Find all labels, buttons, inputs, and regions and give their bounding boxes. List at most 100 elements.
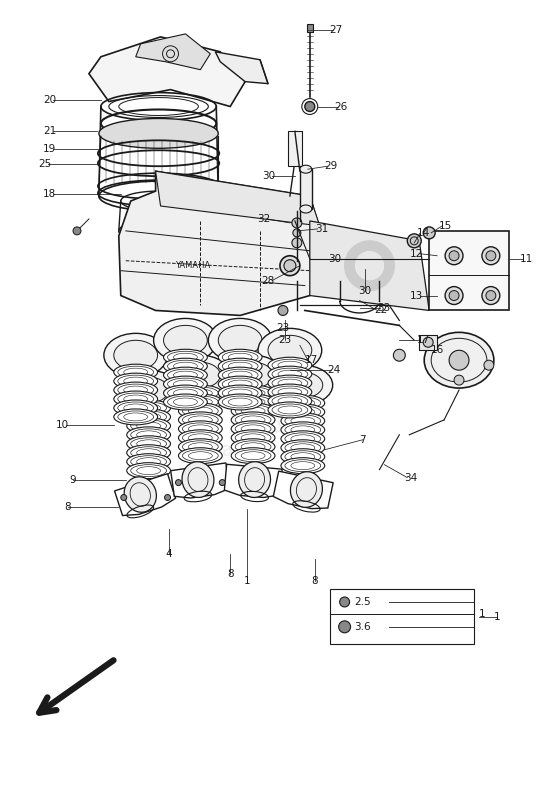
Text: 8: 8 [64, 502, 71, 513]
Ellipse shape [127, 454, 170, 470]
Text: 18: 18 [43, 189, 56, 199]
Text: 9: 9 [69, 474, 76, 485]
Bar [288, 131, 302, 166]
Ellipse shape [127, 436, 170, 452]
Ellipse shape [163, 358, 207, 374]
Polygon shape [119, 171, 329, 315]
Circle shape [340, 597, 349, 607]
Ellipse shape [114, 364, 157, 380]
Text: 1: 1 [244, 576, 250, 586]
Ellipse shape [154, 318, 217, 362]
Text: 26: 26 [335, 102, 348, 111]
Circle shape [164, 494, 170, 501]
Ellipse shape [291, 472, 322, 507]
Ellipse shape [163, 326, 207, 355]
Text: 21: 21 [43, 126, 56, 136]
Ellipse shape [127, 400, 170, 416]
Ellipse shape [281, 449, 325, 465]
Text: 17: 17 [417, 335, 431, 346]
Text: 13: 13 [410, 290, 423, 301]
Polygon shape [156, 171, 320, 226]
Bar [419, 335, 437, 350]
Circle shape [449, 250, 459, 261]
Polygon shape [215, 52, 268, 84]
Ellipse shape [300, 166, 312, 173]
Ellipse shape [99, 118, 218, 148]
Ellipse shape [231, 412, 275, 428]
Ellipse shape [179, 448, 222, 464]
Circle shape [339, 621, 351, 633]
Ellipse shape [268, 366, 312, 382]
Ellipse shape [181, 362, 220, 388]
Ellipse shape [127, 462, 170, 478]
Ellipse shape [218, 326, 262, 355]
Text: 29: 29 [325, 162, 338, 171]
Ellipse shape [114, 400, 157, 416]
Text: 31: 31 [315, 224, 328, 234]
Polygon shape [171, 463, 229, 498]
Ellipse shape [231, 385, 275, 401]
Circle shape [486, 250, 496, 261]
Text: 8: 8 [227, 569, 234, 579]
Circle shape [423, 338, 433, 347]
Ellipse shape [163, 350, 207, 365]
Ellipse shape [179, 385, 222, 401]
Ellipse shape [179, 403, 222, 419]
Text: 23: 23 [278, 335, 292, 346]
Text: 7: 7 [360, 434, 366, 445]
Text: 1: 1 [494, 612, 500, 622]
Circle shape [393, 350, 405, 362]
Ellipse shape [268, 358, 312, 373]
Text: 3.6: 3.6 [354, 622, 371, 632]
Text: 12: 12 [410, 249, 423, 258]
Ellipse shape [179, 394, 222, 410]
Ellipse shape [300, 205, 312, 213]
Ellipse shape [163, 394, 207, 410]
Ellipse shape [127, 409, 170, 425]
Text: 25: 25 [38, 159, 51, 170]
Polygon shape [89, 37, 245, 106]
Ellipse shape [283, 372, 323, 398]
Circle shape [407, 234, 421, 248]
Bar [429, 231, 509, 310]
Circle shape [445, 246, 463, 265]
Ellipse shape [233, 362, 273, 388]
Text: 16: 16 [431, 346, 444, 355]
Ellipse shape [127, 418, 170, 434]
Circle shape [121, 494, 127, 501]
Ellipse shape [258, 328, 322, 372]
Circle shape [292, 218, 302, 228]
Text: 4: 4 [165, 550, 172, 559]
Ellipse shape [114, 373, 157, 389]
Text: 11: 11 [520, 254, 533, 264]
Ellipse shape [163, 385, 207, 401]
Circle shape [484, 360, 494, 370]
Circle shape [305, 102, 315, 111]
Text: carpecublink: carpecublink [209, 395, 331, 465]
Ellipse shape [231, 394, 275, 410]
Polygon shape [225, 464, 282, 498]
Ellipse shape [104, 334, 168, 377]
Bar [300, 169, 312, 209]
Ellipse shape [281, 413, 325, 429]
Circle shape [423, 227, 435, 239]
Bar [307, 24, 313, 32]
Ellipse shape [268, 393, 312, 409]
Text: 1: 1 [479, 609, 486, 619]
Ellipse shape [268, 375, 312, 391]
Ellipse shape [179, 412, 222, 428]
Circle shape [292, 238, 302, 248]
Ellipse shape [119, 370, 179, 410]
Circle shape [482, 246, 500, 265]
Polygon shape [115, 474, 175, 515]
Ellipse shape [268, 402, 312, 418]
Ellipse shape [273, 365, 333, 405]
Circle shape [355, 252, 384, 280]
Text: 34: 34 [404, 473, 418, 482]
Text: 30: 30 [358, 286, 371, 295]
Circle shape [280, 256, 300, 276]
Ellipse shape [163, 376, 207, 392]
Ellipse shape [281, 395, 325, 411]
Ellipse shape [218, 367, 262, 383]
Ellipse shape [170, 355, 230, 395]
